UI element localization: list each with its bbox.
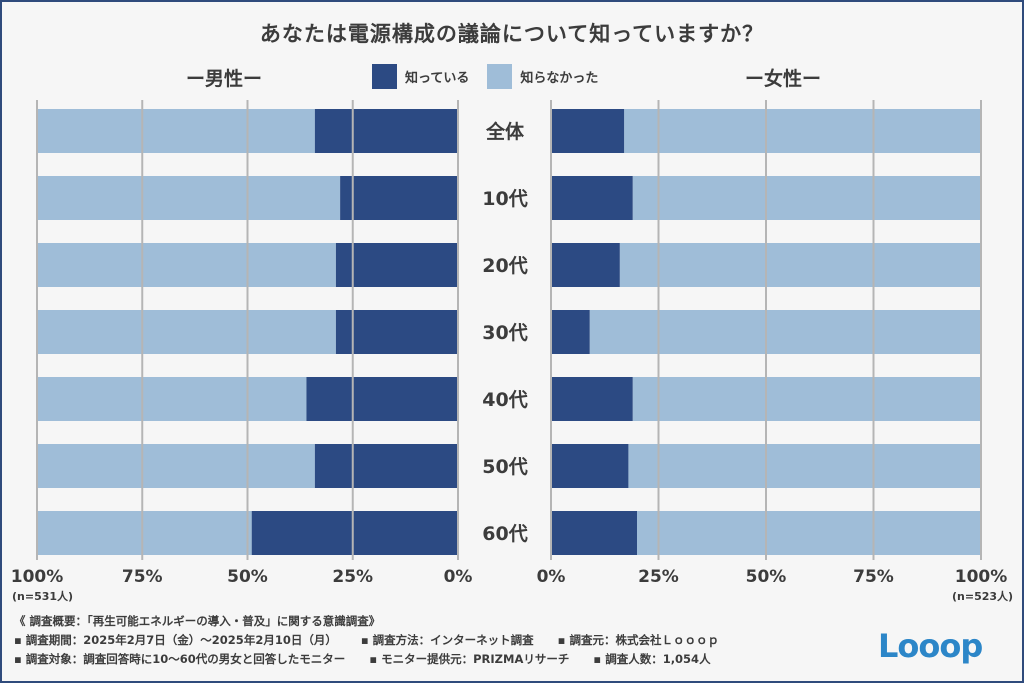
female-tick-label: 100% [955, 567, 1008, 587]
legend-swatch-unknown [487, 64, 513, 89]
female-sample-size: (n=523人) [952, 590, 1014, 603]
legend-swatch-known [372, 64, 397, 89]
category-label: 20代 [482, 255, 527, 277]
male-bar-unknown [37, 109, 315, 153]
survey-period: ▪ 調査期間：2025年2月7日（金）〜2025年2月10日（月） [14, 633, 337, 647]
survey-row-2: ▪ 調査対象：調査回答時に10〜60代の男女と回答したモニター ▪ モニター提供… [14, 650, 719, 669]
female-bar-unknown [637, 511, 981, 555]
female-bar-known [551, 243, 620, 287]
legend-label-unknown: 知らなかった [520, 71, 599, 86]
female-bar-known [551, 176, 633, 220]
category-label: 60代 [482, 523, 527, 545]
male-bar-unknown [37, 444, 315, 488]
male-bar-known [340, 176, 458, 220]
female-bar-unknown [628, 444, 981, 488]
male-bar-unknown [37, 310, 336, 354]
female-bar-known [551, 511, 637, 555]
female-tick-label: 25% [638, 567, 679, 587]
male-tick-label: 75% [122, 567, 163, 587]
legend: 知っている 知らなかった [372, 64, 616, 89]
female-bar-known [551, 109, 625, 153]
category-label: 10代 [482, 188, 527, 210]
survey-target: ▪ 調査対象：調査回答時に10〜60代の男女と回答したモニター [14, 652, 346, 666]
male-bar-known [306, 377, 458, 421]
female-bar-unknown [589, 310, 981, 354]
category-label: 40代 [482, 389, 527, 411]
male-tick-label: 25% [332, 567, 373, 587]
female-bar-unknown [624, 109, 981, 153]
survey-method: ▪ 調査方法：インターネット調査 [360, 633, 534, 647]
female-tick-label: 75% [853, 567, 894, 587]
male-bar-unknown [37, 243, 336, 287]
female-tick-label: 50% [746, 567, 787, 587]
legend-item-known: 知っている [372, 64, 469, 89]
male-bar-known [314, 109, 458, 153]
female-bar-known [551, 310, 590, 354]
male-bar-unknown [37, 377, 307, 421]
male-sample-size: (n=531人) [12, 590, 74, 603]
female-bar-known [551, 444, 629, 488]
female-panel-label: ー女性ー [745, 68, 822, 90]
survey-row-1: ▪ 調査期間：2025年2月7日（金）〜2025年2月10日（月） ▪ 調査方法… [14, 631, 719, 650]
male-bar-known [335, 243, 458, 287]
female-bar-unknown [632, 176, 981, 220]
male-tick-label: 0% [444, 567, 473, 587]
looop-logo: Looop [878, 627, 983, 665]
male-bar-known [314, 444, 458, 488]
female-bar-unknown [632, 377, 981, 421]
legend-label-known: 知っている [405, 71, 470, 86]
category-label: 30代 [482, 322, 527, 344]
female-bar-known [551, 377, 633, 421]
male-bar-unknown [37, 511, 252, 555]
survey-count: ▪ 調査人数：1,054人 [593, 652, 711, 666]
category-label: 50代 [482, 456, 527, 478]
survey-source: ▪ 調査元：株式会社Ｌｏｏｏｐ [557, 633, 719, 647]
survey-heading: 《 調査概要：「再生可能エネルギーの導入・普及」に関する意識調査》 [14, 614, 381, 628]
male-bar-known [335, 310, 458, 354]
survey-provider: ▪ モニター提供元：PRIZMAリサーチ [369, 652, 570, 666]
male-tick-label: 50% [227, 567, 268, 587]
female-bar-unknown [619, 243, 981, 287]
male-panel-label: ー男性ー [186, 68, 263, 90]
female-tick-label: 0% [537, 567, 566, 587]
legend-item-unknown: 知らなかった [487, 64, 598, 89]
chart-title: あなたは電源構成の議論について知っていますか？ [259, 22, 765, 46]
category-label: 全体 [485, 120, 525, 143]
male-bar-known [251, 511, 458, 555]
survey-footer: 《 調査概要：「再生可能エネルギーの導入・普及」に関する意識調査》 ▪ 調査期間… [14, 612, 719, 669]
male-tick-label: 100% [11, 567, 64, 587]
male-bar-unknown [37, 176, 341, 220]
